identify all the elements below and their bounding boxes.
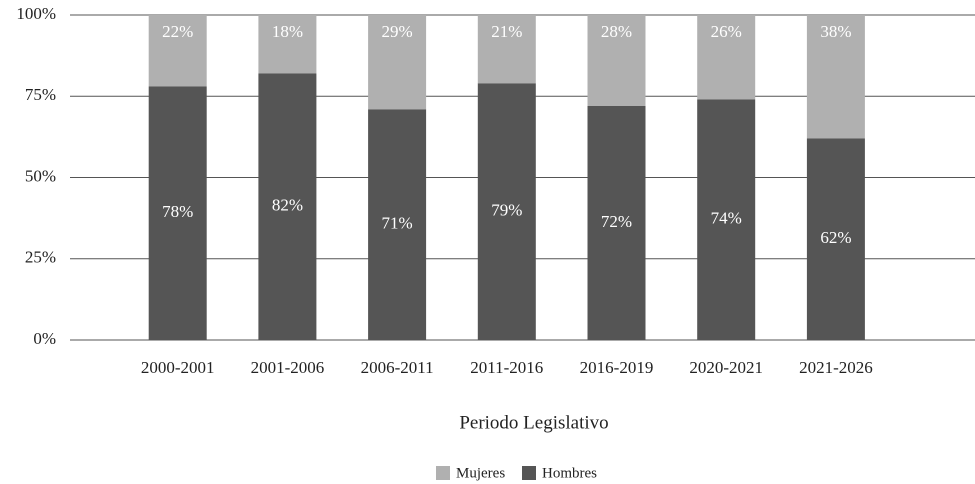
y-tick-label: 25% [25, 248, 56, 267]
bar-segment [697, 99, 756, 340]
data-label: 72% [601, 212, 632, 231]
y-tick-label: 100% [16, 4, 56, 23]
bar-segment [148, 15, 207, 87]
data-label: 78% [162, 202, 193, 221]
bar-segment [697, 15, 756, 100]
x-tick-label: 2001-2006 [251, 358, 325, 377]
bar-segment [148, 86, 207, 340]
legend-swatch [522, 466, 536, 480]
x-tick-label: 2011-2016 [470, 358, 543, 377]
data-label: 82% [272, 196, 303, 215]
legend-label: Mujeres [456, 465, 505, 481]
bar-segment [368, 109, 427, 340]
bar-segment [477, 83, 536, 340]
x-tick-label: 2000-2001 [141, 358, 215, 377]
bar-segment [806, 138, 865, 340]
x-tick-label: 2016-2019 [580, 358, 654, 377]
bar-segment [806, 15, 865, 139]
data-label: 29% [382, 22, 413, 41]
data-label: 38% [820, 22, 851, 41]
data-label: 28% [601, 22, 632, 41]
legend-label: Hombres [542, 465, 597, 481]
data-label: 62% [820, 228, 851, 247]
y-tick-label: 0% [33, 329, 56, 348]
data-label: 74% [711, 209, 742, 228]
bar-segment [258, 73, 317, 340]
bar-segment [368, 15, 427, 110]
y-tick-label: 75% [25, 85, 56, 104]
bar-segment [258, 15, 317, 74]
y-tick-label: 50% [25, 166, 56, 185]
bar-segment [587, 15, 646, 106]
x-tick-label: 2006-2011 [361, 358, 434, 377]
bar-segment [587, 106, 646, 340]
data-label: 26% [711, 22, 742, 41]
x-tick-label: 2020-2021 [689, 358, 763, 377]
x-axis-title: Periodo Legislativo [459, 412, 608, 433]
legend-swatch [436, 466, 450, 480]
data-label: 21% [491, 22, 522, 41]
data-label: 71% [382, 214, 413, 233]
bar-segment [477, 15, 536, 84]
data-label: 79% [491, 201, 522, 220]
x-tick-label: 2021-2026 [799, 358, 873, 377]
data-label: 18% [272, 22, 303, 41]
data-label: 22% [162, 22, 193, 41]
